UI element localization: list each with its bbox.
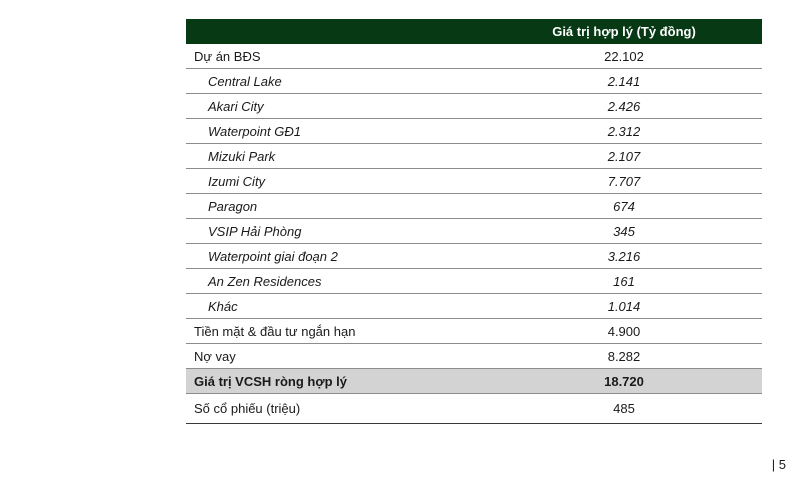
row-label: Số cổ phiếu (triệu) bbox=[186, 393, 486, 424]
table-row-paragon: Paragon 674 bbox=[186, 193, 762, 219]
row-value: 2.426 bbox=[486, 93, 762, 119]
row-value: 674 bbox=[486, 193, 762, 219]
table-row-real-estate-projects: Dự án BĐS 22.102 bbox=[186, 44, 762, 69]
row-label: Dự án BĐS bbox=[186, 44, 486, 69]
header-value-cell: Giá trị hợp lý (Tỷ đồng) bbox=[486, 19, 762, 44]
page-number: | 5 bbox=[771, 457, 786, 472]
row-value: 2.107 bbox=[486, 143, 762, 169]
row-label: Paragon bbox=[186, 193, 486, 219]
row-label: Akari City bbox=[186, 93, 486, 119]
row-value: 22.102 bbox=[486, 44, 762, 69]
table-row-cash-short-term-investments: Tiền mặt & đầu tư ngắn hạn 4.900 bbox=[186, 318, 762, 344]
row-label: Waterpoint GĐ1 bbox=[186, 118, 486, 144]
table-row-other: Khác 1.014 bbox=[186, 293, 762, 319]
table-row-shares-outstanding: Số cổ phiếu (triệu) 485 bbox=[186, 393, 762, 424]
row-label: Nợ vay bbox=[186, 343, 486, 369]
row-value: 485 bbox=[486, 393, 762, 424]
row-label: An Zen Residences bbox=[186, 268, 486, 294]
table-row-an-zen-residences: An Zen Residences 161 bbox=[186, 268, 762, 294]
row-label: Mizuki Park bbox=[186, 143, 486, 169]
row-value: 161 bbox=[486, 268, 762, 294]
table-header-row: Giá trị hợp lý (Tỷ đồng) bbox=[186, 19, 762, 44]
table-row-fair-net-equity-value: Giá trị VCSH ròng hợp lý 18.720 bbox=[186, 368, 762, 394]
row-value: 7.707 bbox=[486, 168, 762, 194]
table-row-debt: Nợ vay 8.282 bbox=[186, 343, 762, 369]
table-row-izumi-city: Izumi City 7.707 bbox=[186, 168, 762, 194]
row-value: 2.312 bbox=[486, 118, 762, 144]
row-label: Izumi City bbox=[186, 168, 486, 194]
table-row-waterpoint-phase-2: Waterpoint giai đoạn 2 3.216 bbox=[186, 243, 762, 269]
table-row-akari-city: Akari City 2.426 bbox=[186, 93, 762, 119]
row-label: Central Lake bbox=[186, 68, 486, 94]
row-value: 2.141 bbox=[486, 68, 762, 94]
fair-value-table: Giá trị hợp lý (Tỷ đồng) Dự án BĐS 22.10… bbox=[186, 19, 762, 424]
table-row-central-lake: Central Lake 2.141 bbox=[186, 68, 762, 94]
row-value: 1.014 bbox=[486, 293, 762, 319]
header-label-cell bbox=[186, 19, 486, 44]
row-value: 18.720 bbox=[486, 368, 762, 394]
row-label: VSIP Hải Phòng bbox=[186, 218, 486, 244]
row-label: Tiền mặt & đầu tư ngắn hạn bbox=[186, 318, 486, 344]
row-label: Giá trị VCSH ròng hợp lý bbox=[186, 368, 486, 394]
row-label: Waterpoint giai đoạn 2 bbox=[186, 243, 486, 269]
row-value: 3.216 bbox=[486, 243, 762, 269]
row-label: Khác bbox=[186, 293, 486, 319]
row-value: 4.900 bbox=[486, 318, 762, 344]
table-row-vsip-hai-phong: VSIP Hải Phòng 345 bbox=[186, 218, 762, 244]
row-value: 8.282 bbox=[486, 343, 762, 369]
table-row-mizuki-park: Mizuki Park 2.107 bbox=[186, 143, 762, 169]
table-row-waterpoint-gd1: Waterpoint GĐ1 2.312 bbox=[186, 118, 762, 144]
row-value: 345 bbox=[486, 218, 762, 244]
